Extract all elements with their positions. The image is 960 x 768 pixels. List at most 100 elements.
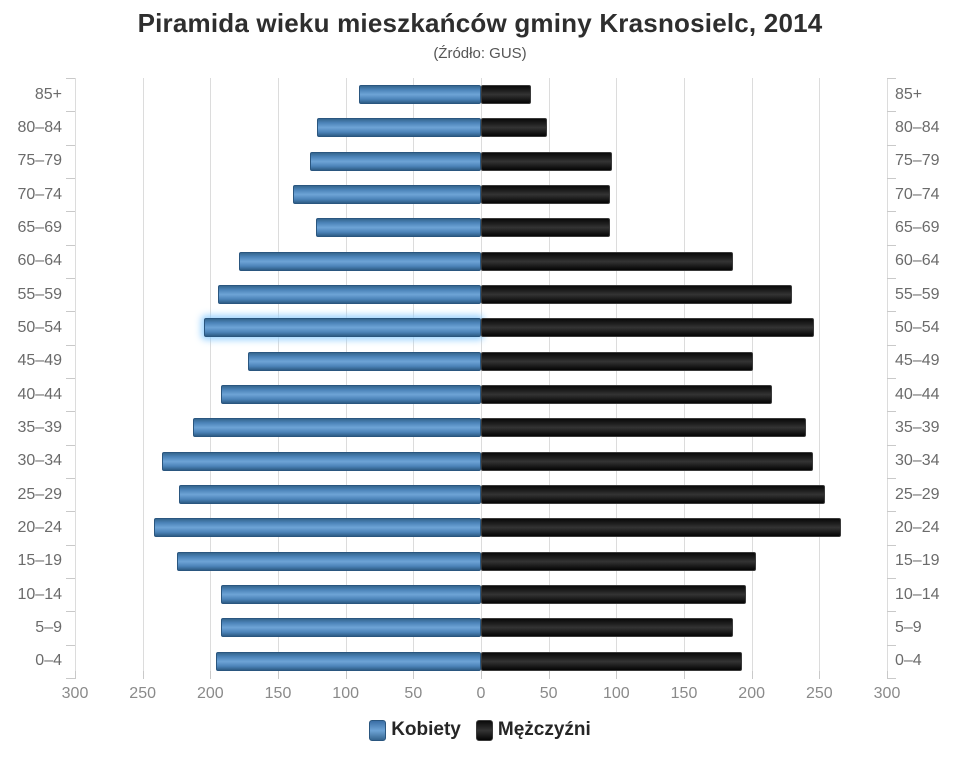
bar-men-45–49[interactable] [481, 351, 754, 371]
age-label-left: 0–4 [35, 652, 62, 670]
bar-women-0–4[interactable] [215, 651, 481, 671]
bar-men-65–69[interactable] [481, 218, 610, 238]
chart-title: Piramida wieku mieszkańców gminy Krasnos… [137, 8, 823, 38]
gridline [481, 78, 482, 678]
age-label-left: 60–64 [17, 252, 63, 270]
bar-women-30–34[interactable] [161, 451, 481, 471]
y-axis-labels-right: 85+ 80–84 75–79 70–74 65–69 60–64 55–59 50–54 45… [895, 78, 957, 678]
bar-men-60–64[interactable] [481, 251, 733, 271]
y-axis-labels-left: 85+ 80–84 75–79 70–74 65–69 60–64 55–59 50–54 45… [0, 78, 63, 678]
legend-item-men[interactable]: Mężczyźni [475, 719, 591, 741]
y-axis-tick-right [887, 678, 896, 679]
age-label-right: 65–69 [895, 218, 940, 236]
x-axis-tick [345, 671, 347, 679]
x-axis-tick-label: 0 [476, 685, 486, 702]
bar-men-25–29[interactable] [481, 485, 825, 505]
bar-men-85+[interactable] [481, 85, 532, 105]
bar-women-65–69[interactable] [315, 218, 481, 238]
bar-men-30–34[interactable] [481, 451, 813, 471]
y-axis-tick-left [66, 511, 75, 513]
y-axis-tick-left [66, 111, 75, 113]
age-label-left: 75–79 [17, 152, 63, 170]
y-axis-tick-left [66, 411, 75, 413]
y-axis-tick-left [66, 78, 75, 79]
y-axis-tick-left [66, 378, 75, 379]
y-axis-tick-left [66, 178, 75, 179]
bar-women-20–24[interactable] [153, 518, 481, 538]
legend: Kobiety Mężczyźni [0, 719, 960, 741]
bar-men-55–59[interactable] [481, 285, 793, 305]
bar-women-55–59[interactable] [218, 285, 481, 305]
age-label-right: 35–39 [895, 418, 940, 436]
y-axis-tick-right [887, 578, 896, 579]
gridline [684, 78, 685, 678]
age-row [75, 411, 887, 444]
bar-men-15–19[interactable] [481, 551, 756, 571]
age-label-left: 25–29 [17, 485, 63, 503]
age-label-left: 20–24 [17, 518, 63, 536]
x-axis-tick [684, 671, 685, 679]
bar-men-75–79[interactable] [481, 151, 613, 171]
age-row [75, 645, 887, 678]
bar-men-0–4[interactable] [481, 651, 743, 671]
x-axis-tick [819, 671, 821, 679]
bar-women-25–29[interactable] [179, 485, 481, 505]
age-label-left: 10–14 [17, 585, 63, 603]
bar-women-80–84[interactable] [317, 118, 481, 138]
gridline [819, 78, 821, 678]
y-axis-tick-right [887, 544, 896, 546]
age-row [75, 611, 887, 644]
y-axis-tick-right [887, 278, 896, 279]
bar-men-40–44[interactable] [481, 385, 772, 405]
age-label-right: 85+ [895, 85, 923, 103]
bar-women-70–74[interactable] [292, 185, 481, 205]
x-axis-tick [548, 671, 550, 679]
bar-men-10–14[interactable] [481, 585, 747, 605]
legend-item-women[interactable]: Kobiety [369, 719, 461, 741]
age-label-left: 70–74 [17, 185, 63, 203]
y-axis-tick-left [66, 478, 75, 479]
bar-men-5–9[interactable] [481, 618, 733, 638]
bar-men-80–84[interactable] [481, 118, 548, 138]
age-row [75, 578, 887, 611]
bar-women-45–49[interactable] [248, 351, 481, 371]
bar-women-50–54[interactable] [203, 318, 481, 338]
bar-men-20–24[interactable] [481, 518, 841, 538]
bar-women-15–19[interactable] [176, 551, 481, 571]
x-axis-tick [481, 671, 482, 679]
y-axis-tick-left [66, 544, 75, 546]
age-label-right: 20–24 [895, 518, 940, 536]
age-label-right: 15–19 [895, 552, 940, 570]
age-row [75, 111, 887, 144]
y-axis-tick-right [887, 378, 896, 379]
age-label-left: 85+ [34, 85, 62, 103]
y-axis-tick-right [887, 511, 896, 513]
y-axis-tick-left [66, 644, 75, 646]
bar-women-10–14[interactable] [221, 585, 481, 605]
age-label-left: 65–69 [17, 218, 63, 236]
bar-women-35–39[interactable] [192, 418, 481, 438]
y-axis-tick-left [66, 444, 75, 446]
age-label-left: 80–84 [17, 118, 63, 136]
bar-women-60–64[interactable] [238, 251, 481, 271]
x-axis-tick-label: 200 [196, 685, 224, 702]
bar-women-40–44[interactable] [221, 385, 481, 405]
y-axis-tick-right [887, 111, 896, 113]
age-row [75, 178, 887, 211]
bar-women-75–79[interactable] [310, 151, 481, 171]
age-label-left: 55–59 [17, 285, 63, 303]
bar-men-50–54[interactable] [481, 318, 814, 338]
y-axis-tick-right [887, 444, 896, 446]
bar-women-85+[interactable] [359, 85, 481, 105]
bar-men-70–74[interactable] [481, 185, 610, 205]
x-axis-tick [210, 671, 212, 679]
age-row [75, 211, 887, 244]
x-axis-tick [616, 671, 618, 679]
bar-women-5–9[interactable] [221, 618, 481, 638]
y-axis-tick-right [887, 178, 896, 179]
age-row [75, 478, 887, 511]
y-axis-tick-right [887, 311, 896, 313]
bar-men-35–39[interactable] [481, 418, 806, 438]
age-label-right: 55–59 [895, 285, 940, 303]
age-label-right: 40–44 [895, 385, 940, 403]
